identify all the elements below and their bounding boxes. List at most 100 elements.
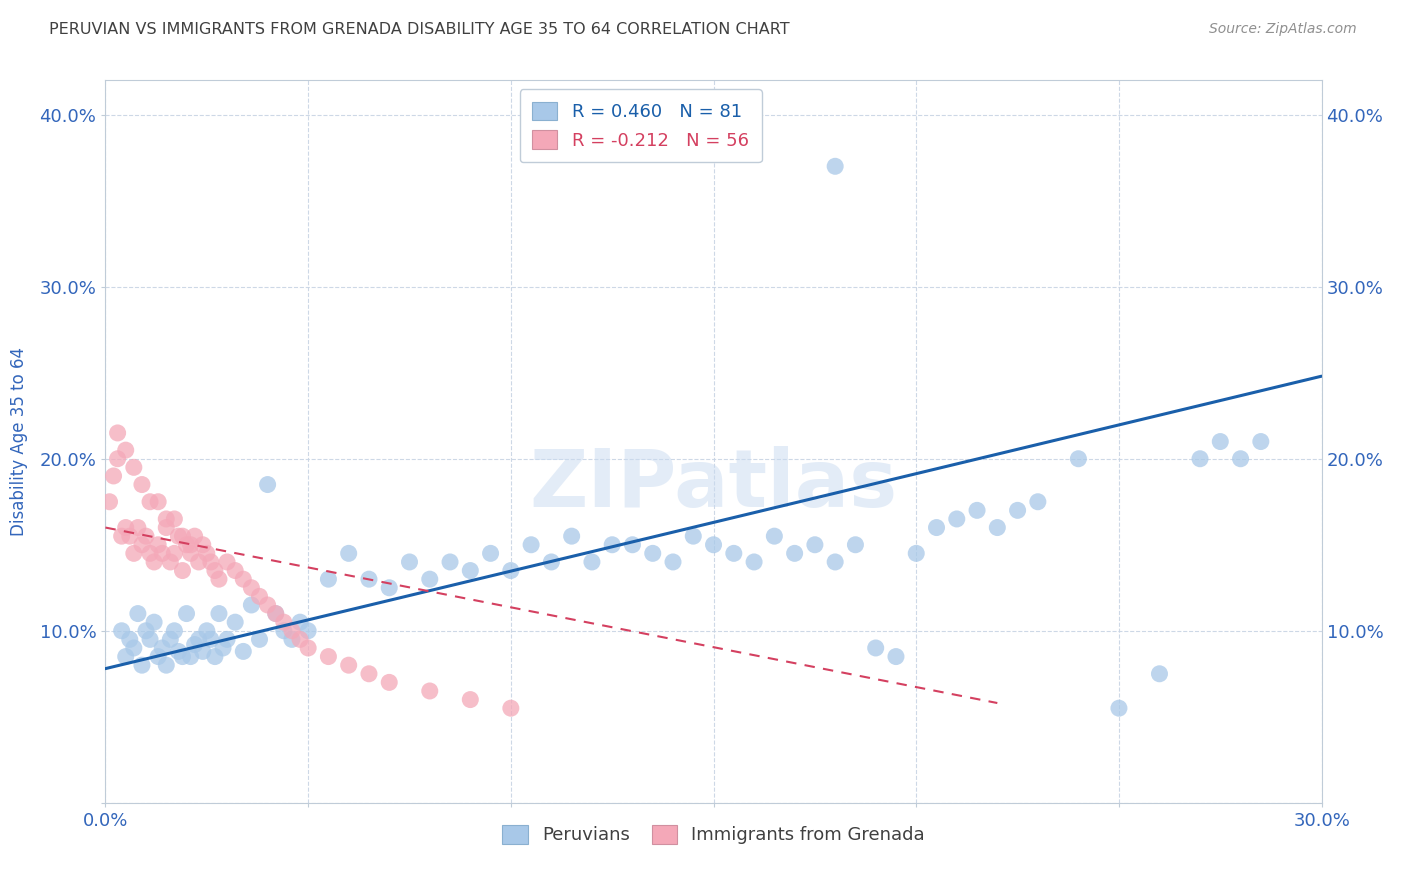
Point <box>187 555 209 569</box>
Point <box>297 624 319 638</box>
Text: Source: ZipAtlas.com: Source: ZipAtlas.com <box>1209 22 1357 37</box>
Point <box>224 615 246 630</box>
Point <box>135 529 157 543</box>
Point <box>398 555 420 569</box>
Point <box>150 546 173 560</box>
Text: ZIPatlas: ZIPatlas <box>530 446 897 524</box>
Point <box>540 555 562 569</box>
Point <box>163 546 186 560</box>
Point <box>103 469 125 483</box>
Point <box>249 632 271 647</box>
Point <box>318 572 340 586</box>
Point <box>176 607 198 621</box>
Point <box>217 632 239 647</box>
Point <box>1229 451 1251 466</box>
Point <box>212 640 235 655</box>
Point <box>318 649 340 664</box>
Point <box>204 564 226 578</box>
Point <box>167 529 190 543</box>
Point <box>131 538 153 552</box>
Point <box>1007 503 1029 517</box>
Point <box>240 581 263 595</box>
Point <box>232 572 254 586</box>
Point <box>232 644 254 658</box>
Point <box>172 564 194 578</box>
Point <box>122 546 145 560</box>
Point <box>763 529 786 543</box>
Point <box>118 632 141 647</box>
Point <box>824 555 846 569</box>
Point <box>200 555 222 569</box>
Point <box>905 546 928 560</box>
Point <box>925 520 948 534</box>
Point <box>98 494 121 508</box>
Point <box>884 649 907 664</box>
Point <box>172 649 194 664</box>
Point <box>240 598 263 612</box>
Point <box>114 520 136 534</box>
Point <box>159 555 181 569</box>
Point <box>458 564 481 578</box>
Point <box>499 564 522 578</box>
Legend: Peruvians, Immigrants from Grenada: Peruvians, Immigrants from Grenada <box>492 814 935 855</box>
Point <box>204 649 226 664</box>
Point <box>122 640 145 655</box>
Point <box>200 632 222 647</box>
Point <box>581 555 603 569</box>
Point <box>118 529 141 543</box>
Point <box>378 675 401 690</box>
Point <box>111 529 134 543</box>
Point <box>180 538 202 552</box>
Point <box>146 494 169 508</box>
Point <box>107 451 129 466</box>
Point <box>256 477 278 491</box>
Point <box>127 607 149 621</box>
Point <box>804 538 827 552</box>
Point <box>865 640 887 655</box>
Point <box>824 159 846 173</box>
Point <box>1149 666 1171 681</box>
Point <box>143 555 166 569</box>
Point <box>114 443 136 458</box>
Point <box>131 477 153 491</box>
Point <box>945 512 967 526</box>
Point <box>1067 451 1090 466</box>
Point <box>662 555 685 569</box>
Point <box>208 607 231 621</box>
Point <box>499 701 522 715</box>
Point <box>723 546 745 560</box>
Point <box>191 644 214 658</box>
Point <box>600 538 623 552</box>
Point <box>419 684 441 698</box>
Point <box>273 624 295 638</box>
Point <box>187 632 209 647</box>
Point <box>966 503 988 517</box>
Point <box>122 460 145 475</box>
Point <box>183 638 205 652</box>
Point <box>273 615 295 630</box>
Point <box>208 572 231 586</box>
Point <box>135 624 157 638</box>
Point <box>419 572 441 586</box>
Point <box>1209 434 1232 449</box>
Point <box>641 546 664 560</box>
Point <box>127 520 149 534</box>
Point <box>479 546 502 560</box>
Point <box>281 624 304 638</box>
Point <box>195 546 218 560</box>
Y-axis label: Disability Age 35 to 64: Disability Age 35 to 64 <box>10 347 28 536</box>
Point <box>195 624 218 638</box>
Point <box>131 658 153 673</box>
Point <box>224 564 246 578</box>
Point <box>256 598 278 612</box>
Point <box>1189 451 1212 466</box>
Point <box>146 649 169 664</box>
Point <box>107 425 129 440</box>
Point <box>702 538 725 552</box>
Point <box>217 555 239 569</box>
Point <box>621 538 644 552</box>
Point <box>281 632 304 647</box>
Point <box>439 555 461 569</box>
Point <box>742 555 765 569</box>
Point <box>155 520 177 534</box>
